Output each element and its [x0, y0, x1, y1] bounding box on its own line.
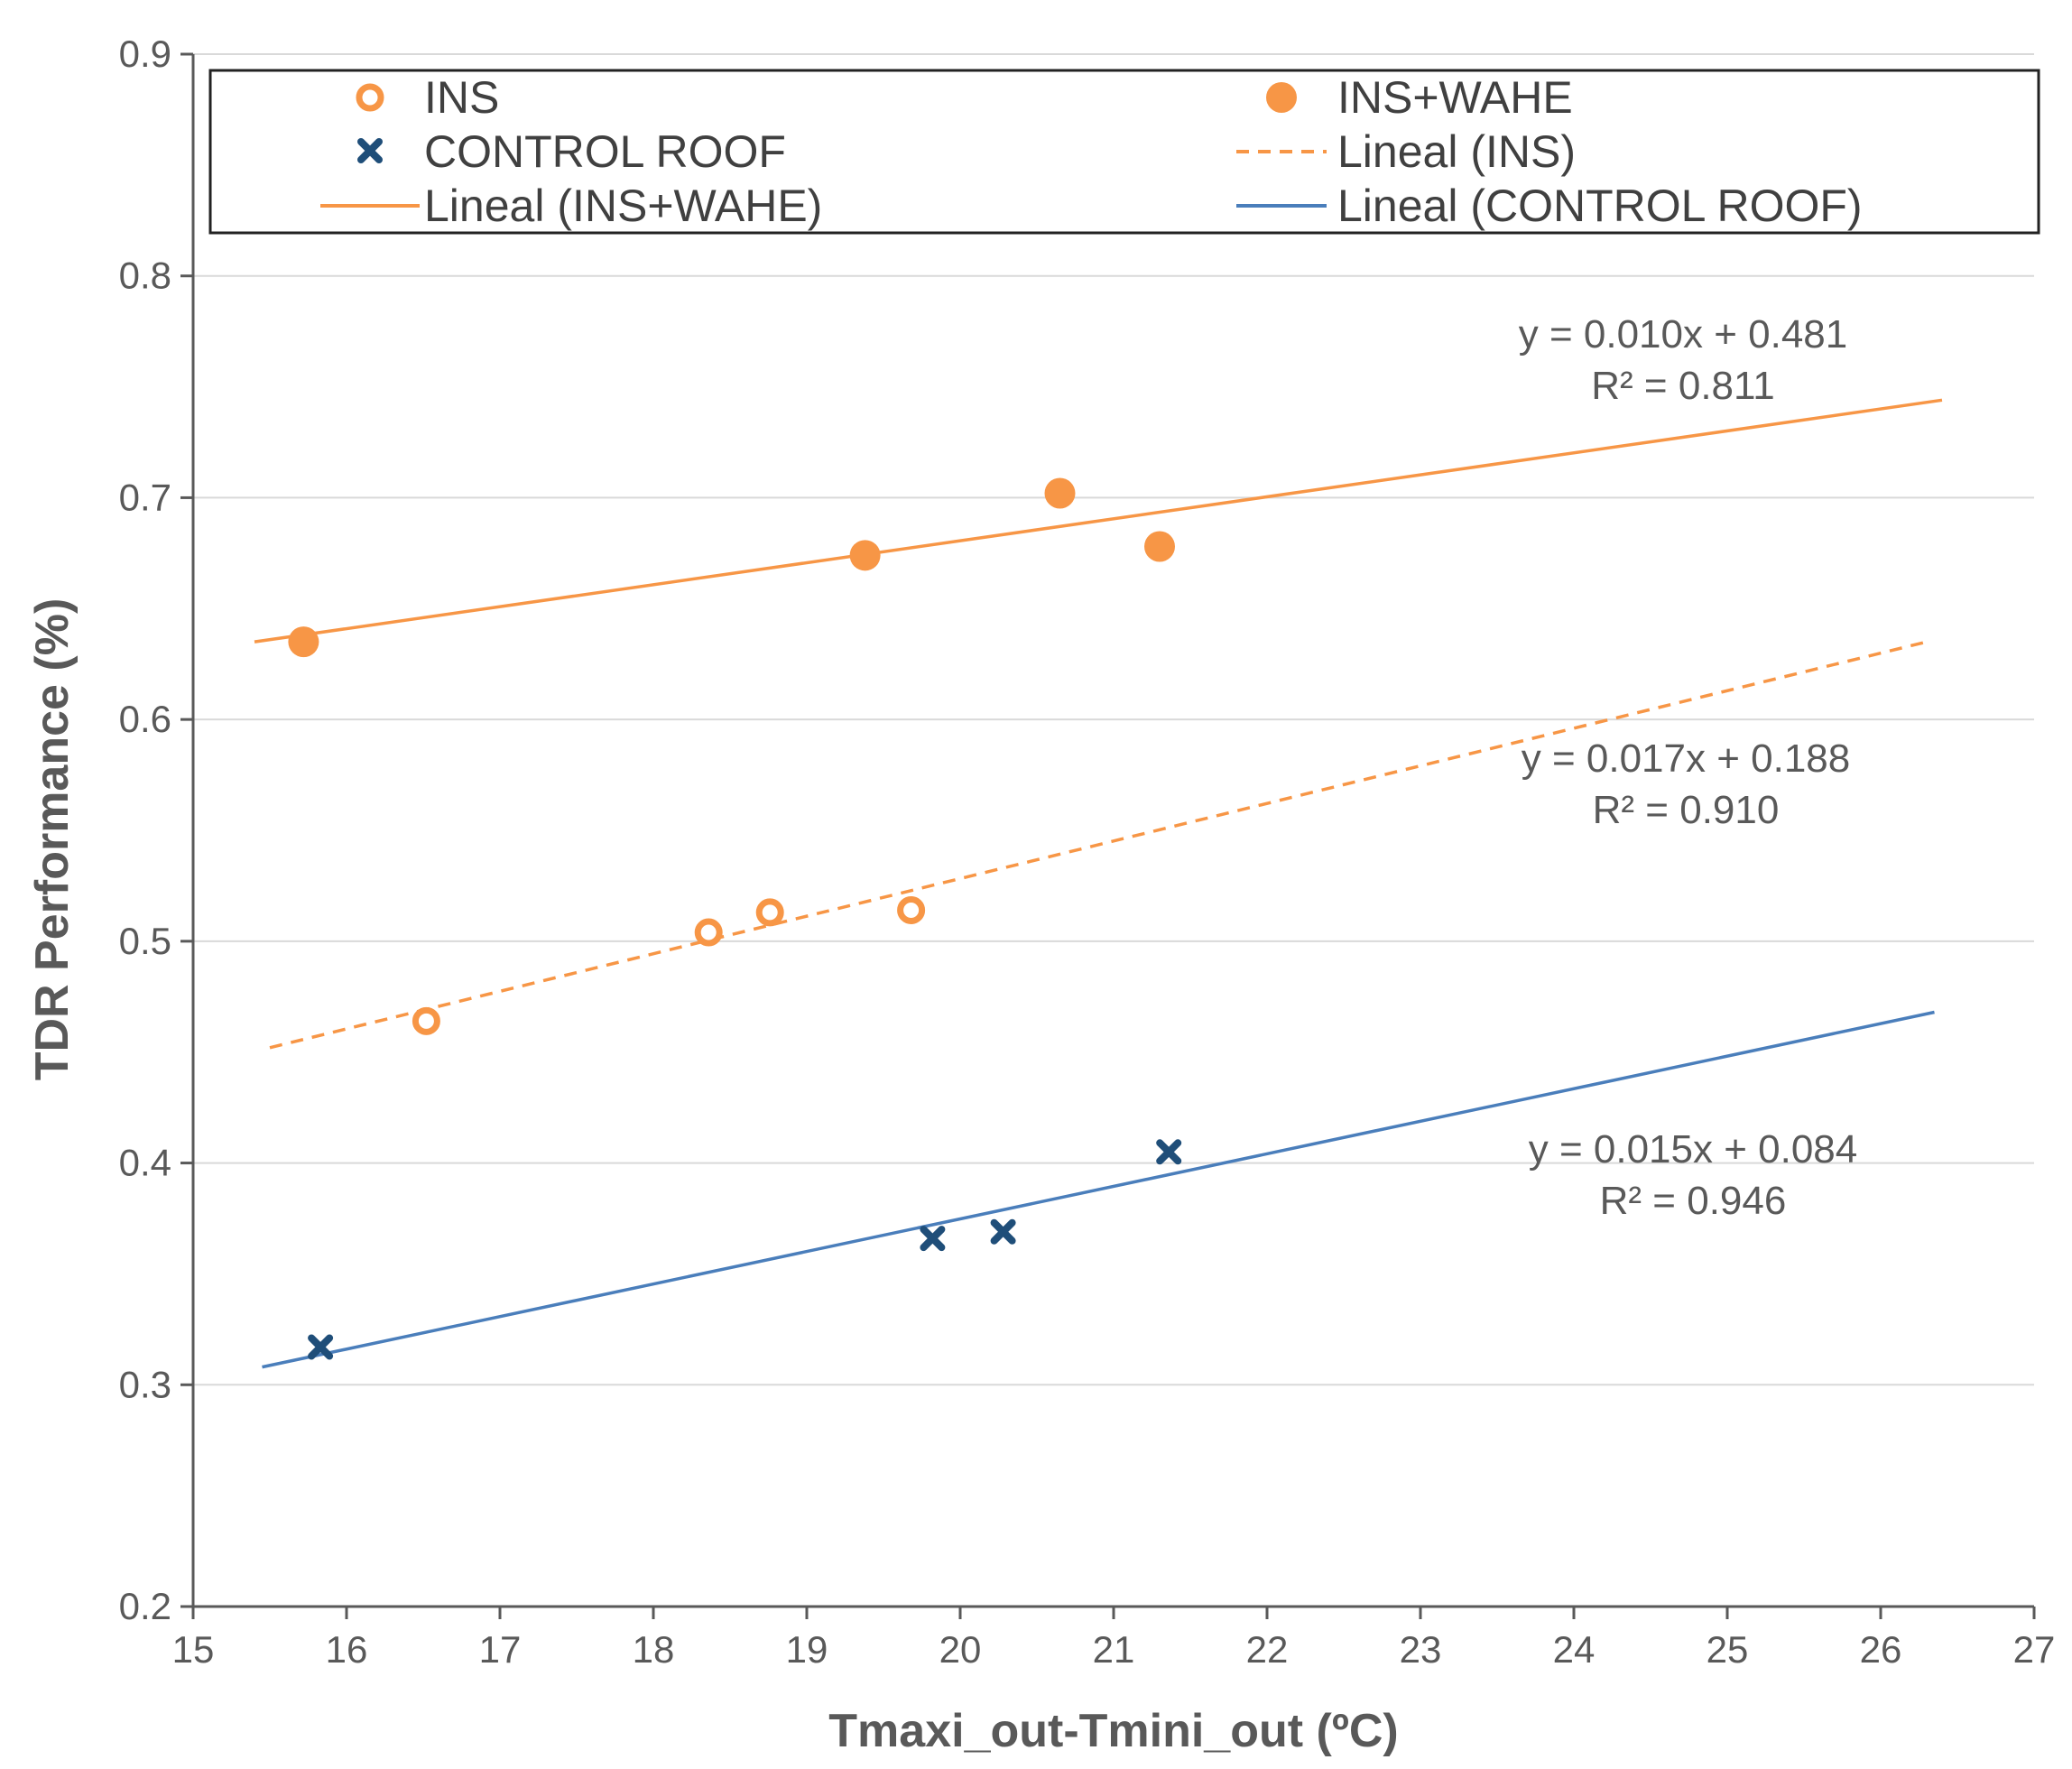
x-tick-label: 16	[326, 1628, 368, 1671]
legend-label-ins-wahe: INS+WAHE	[1337, 72, 1573, 123]
grid-lines	[193, 53, 2034, 1386]
legend-label-lineal-control-roof: Lineal (CONTROL ROOF)	[1337, 181, 1863, 231]
point-ins	[694, 918, 723, 947]
point-ins-wahe	[1044, 477, 1076, 509]
y-tick-label: 0.7	[119, 476, 171, 518]
x-tick-label: 17	[479, 1628, 522, 1671]
point-ins	[412, 1006, 440, 1035]
y-axis-title: TDR Performance (%)	[26, 598, 79, 1081]
y-tick-label: 0.4	[119, 1142, 171, 1184]
legend-symbol-control-roof	[357, 138, 383, 163]
annotation-ins-wahe-r2: R² = 0.811	[1591, 364, 1774, 408]
legend-label-lineal-ins: Lineal (INS)	[1337, 126, 1576, 177]
point-control-roof	[990, 1218, 1016, 1245]
x-tick-label: 24	[1553, 1628, 1596, 1671]
x-tick-label: 27	[2013, 1628, 2056, 1671]
x-tick-labels: 15 16 17 18 19 20 21 22 23 24 25 26 27	[172, 1628, 2056, 1671]
x-tick-label: 22	[1246, 1628, 1289, 1671]
x-axis-title: Tmaxi_out-Tmini_out (ºC)	[828, 1705, 1398, 1757]
point-control-roof	[308, 1334, 334, 1360]
x-tick-label: 21	[1093, 1628, 1135, 1671]
y-tick-label: 0.6	[119, 698, 171, 740]
y-tick-label: 0.2	[119, 1585, 171, 1627]
annotation-control-roof-equation: y = 0.015x + 0.084	[1529, 1127, 1858, 1172]
annotation-control-roof-r2: R² = 0.946	[1600, 1179, 1787, 1223]
x-tick-label: 19	[786, 1628, 828, 1671]
legend-label-control-roof: CONTROL ROOF	[424, 126, 786, 177]
trendline-lineal-control-roof	[262, 1010, 1935, 1369]
point-ins-wahe	[288, 626, 319, 658]
point-ins	[755, 898, 784, 927]
axes	[180, 52, 2036, 1619]
trendlines	[254, 398, 1943, 1369]
y-tick-labels: 0.2 0.3 0.4 0.5 0.6 0.7 0.8 0.9	[119, 32, 171, 1627]
x-tick-label: 20	[939, 1628, 982, 1671]
y-tick-label: 0.9	[119, 32, 171, 75]
point-ins-wahe	[849, 540, 881, 571]
annotation-ins-equation: y = 0.017x + 0.188	[1522, 736, 1851, 781]
legend-symbol-ins	[356, 83, 384, 112]
legend-symbol-ins-wahe	[1266, 82, 1297, 113]
annotations: y = 0.010x + 0.481 R² = 0.811 y = 0.017x…	[1519, 312, 1858, 1223]
trendline-lineal-ins-wahe	[254, 398, 1943, 644]
legend-label-ins: INS	[424, 72, 499, 123]
annotation-ins-wahe-equation: y = 0.010x + 0.481	[1519, 312, 1848, 357]
x-tick-label: 23	[1400, 1628, 1442, 1671]
data-points	[288, 477, 1182, 1360]
point-control-roof	[1156, 1139, 1182, 1165]
point-ins	[897, 895, 926, 924]
legend-label-lineal-ins-wahe: Lineal (INS+WAHE)	[424, 181, 822, 231]
x-tick-label: 18	[633, 1628, 675, 1671]
annotation-ins-r2: R² = 0.910	[1593, 788, 1780, 832]
x-tick-label: 25	[1707, 1628, 1749, 1671]
point-control-roof	[920, 1226, 946, 1252]
y-tick-label: 0.5	[119, 920, 171, 962]
point-ins-wahe	[1144, 531, 1175, 562]
x-tick-label: 26	[1860, 1628, 1902, 1671]
y-tick-label: 0.3	[119, 1363, 171, 1405]
legend: INS INS+WAHE CONTROL ROOF Lineal (INS) L…	[208, 69, 2040, 235]
trendline-lineal-ins	[269, 640, 1928, 1050]
legend-box	[208, 69, 2040, 235]
y-tick-label: 0.8	[119, 255, 171, 297]
x-tick-label: 15	[172, 1628, 215, 1671]
